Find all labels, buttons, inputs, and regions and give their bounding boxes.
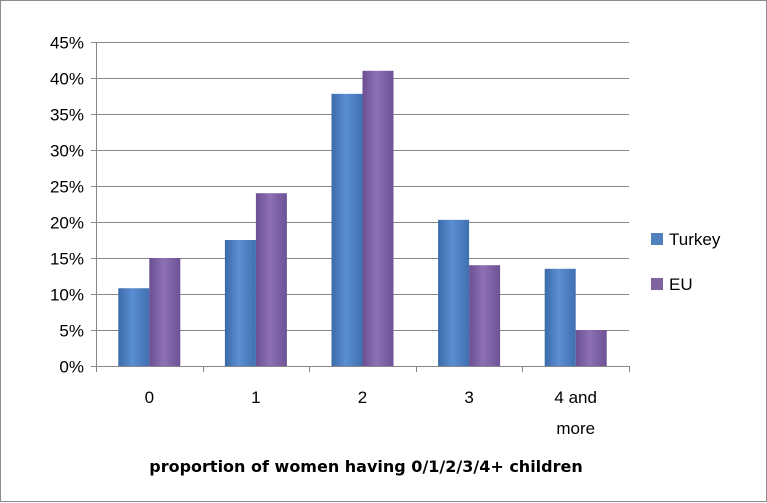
x-tick-label-2: 2 <box>358 388 367 407</box>
y-tick-labels: 0% 5% 10% 15% 20% 25% 30% 35% 40% 45% <box>50 34 84 377</box>
bar-turkey-4-and-more <box>544 268 576 366</box>
y-tick-label-5: 5% <box>59 322 84 341</box>
legend-swatch-turkey <box>651 233 663 245</box>
bar-eu-1 <box>255 193 287 366</box>
y-tick-label-15: 15% <box>50 250 84 269</box>
bar-eu-2 <box>362 70 394 367</box>
legend-label-turkey: Turkey <box>669 230 721 249</box>
legend: Turkey EU <box>651 230 721 294</box>
y-tick-label-10: 10% <box>50 286 84 305</box>
x-tick-labels: 0 1 2 3 4 and more <box>145 388 597 438</box>
x-tick-label-4-and-more: 4 and more <box>554 388 597 438</box>
x-tick-label-3: 3 <box>464 388 473 407</box>
y-tick-label-25: 25% <box>50 178 84 197</box>
legend-label-eu: EU <box>669 275 693 294</box>
legend-swatch-eu <box>651 278 663 290</box>
x-tick-label-0: 0 <box>145 388 154 407</box>
bar-turkey-3 <box>438 219 470 366</box>
y-tick-label-35: 35% <box>50 106 84 125</box>
x-axis-title: proportion of women having 0/1/2/3/4+ ch… <box>149 457 583 476</box>
bar-turkey-0 <box>118 288 150 366</box>
bar-eu-3 <box>469 265 501 366</box>
axes <box>91 42 630 372</box>
y-tick-label-45: 45% <box>50 34 84 53</box>
bar-eu-4-and-more <box>575 330 607 366</box>
bar-eu-0 <box>149 258 181 366</box>
bar-turkey-2 <box>331 93 363 366</box>
bar-turkey-1 <box>224 240 256 366</box>
y-tick-label-20: 20% <box>50 214 84 233</box>
bars <box>118 70 607 367</box>
y-tick-label-0: 0% <box>59 358 84 377</box>
y-tick-label-40: 40% <box>50 70 84 89</box>
x-tick-label-1: 1 <box>251 388 260 407</box>
y-tick-label-30: 30% <box>50 142 84 161</box>
